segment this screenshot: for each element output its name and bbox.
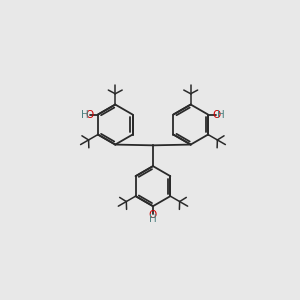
- Text: H: H: [81, 110, 89, 119]
- Text: O: O: [212, 110, 220, 119]
- Text: H: H: [149, 214, 157, 224]
- Text: O: O: [149, 210, 157, 220]
- Text: O: O: [85, 110, 94, 119]
- Text: H: H: [217, 110, 225, 119]
